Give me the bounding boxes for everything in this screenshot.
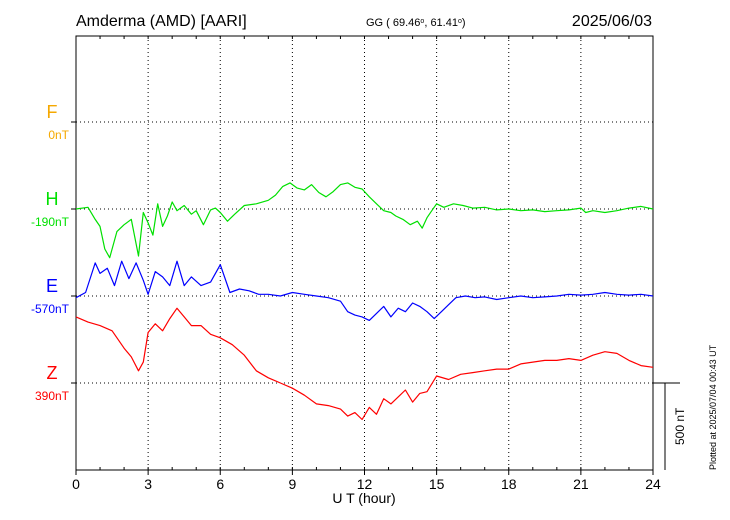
channel-offset: -190nT [31,215,70,229]
series-line-z [75,307,654,421]
plot-date: 2025/06/03 [572,13,652,30]
plot-grid [76,36,653,470]
channel-offset: 390nT [35,389,70,403]
channel-letter: E [46,276,58,296]
channel-letter: F [47,102,58,122]
channel-offset: 0nT [48,128,69,142]
x-tick-label: 0 [72,476,80,492]
series-line-h [75,182,654,259]
data-series [75,182,654,421]
series-line-e [75,260,654,321]
x-tick-label: 3 [144,476,152,492]
plotted-at-note: Plotted at 2025/07/04 00:43 UT [708,344,718,470]
x-axis-ticks: 0 3 6 9 12 15 18 21 24 [71,36,661,492]
x-tick-label: 18 [501,476,517,492]
station-title: Amderma (AMD) [AARI] [76,13,247,30]
geographic-coordinates: GG ( 69.46o, 61.41o) [366,17,466,29]
svg-text:GG ( 69.46o, 61.41o): GG ( 69.46o, 61.41o) [366,17,466,29]
x-tick-label: 21 [573,476,589,492]
scale-bar: 500 nT [653,382,687,470]
x-tick-label: 15 [429,476,445,492]
channel-offset: -570nT [31,302,70,316]
channel-labels: F 0nT H -190nT E -570nT Z 390nT [31,102,70,403]
scale-bar-label: 500 nT [673,407,687,445]
x-tick-label: 12 [357,476,373,492]
x-axis-label: U T (hour) [332,490,395,506]
x-tick-label: 24 [645,476,661,492]
x-tick-label: 9 [288,476,296,492]
x-tick-label: 6 [216,476,224,492]
channel-letter: H [46,189,59,209]
channel-letter: Z [47,363,58,383]
